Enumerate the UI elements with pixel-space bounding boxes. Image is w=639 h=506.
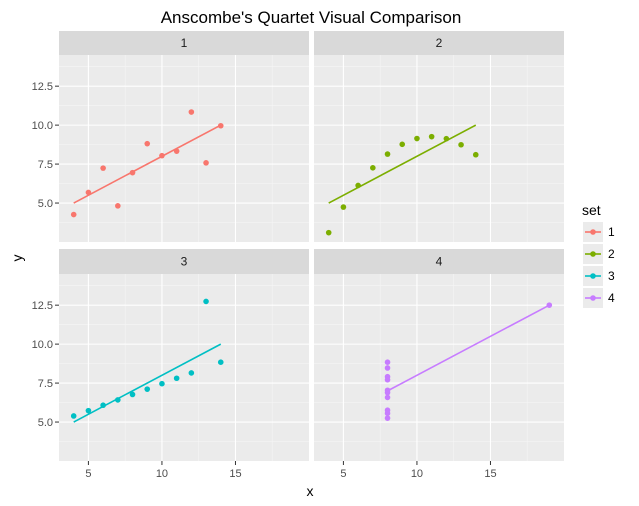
data-point [384,151,391,157]
legend: set 1 2 3 4 [582,202,615,308]
data-point [414,135,420,142]
data-point [428,133,435,140]
data-point [443,135,450,142]
y-tick-label: 12.5 [32,81,53,93]
legend-label-1: 1 [608,225,615,239]
data-point [129,391,136,398]
data-point [100,165,106,171]
y-tick-label: 12.5 [32,300,53,312]
data-point [70,211,77,218]
legend-label-4: 4 [608,291,615,305]
fit-line-4 [387,304,550,392]
data-point [546,302,553,308]
facet-strip-3 [59,249,309,274]
y-tick-label: 5.0 [38,198,53,210]
y-tick-label: 10.0 [32,339,53,351]
facet-strip-label: 3 [181,255,188,269]
data-point [173,375,180,382]
data-point [355,182,361,189]
data-point [384,394,391,401]
data-point [188,370,195,376]
legend-key-point [590,295,596,301]
facet-strip-1 [59,31,309,55]
data-point [325,229,332,236]
data-point [144,386,151,392]
x-tick-label: 15 [229,468,241,480]
facet-strip-2 [314,31,564,55]
y-axis-title: y [9,255,25,262]
data-point [384,373,391,380]
data-point [472,151,479,158]
data-point [100,402,106,409]
data-point [203,160,209,166]
data-point [384,389,391,396]
x-tick-label: 5 [85,468,91,480]
chart-title: Anscombe's Quartet Visual Comparison [161,8,462,27]
panel-background-2 [314,55,564,242]
data-point [129,169,136,176]
data-point [188,109,195,115]
y-tick-label: 7.5 [38,378,53,390]
facet-strip-4 [314,249,564,274]
data-point [399,141,406,148]
data-point [458,141,464,148]
legend-label-2: 2 [608,247,615,261]
legend-title: set [582,202,601,218]
facet-strip-label: 4 [436,255,443,269]
data-point [203,298,209,305]
data-point [173,148,180,154]
data-point [85,189,92,196]
data-point [144,140,151,147]
x-tick-label: 15 [484,468,496,480]
data-point [217,359,224,366]
facet-strip-label: 1 [181,36,188,50]
panel-background-1 [59,55,309,242]
y-tick-label: 10.0 [32,120,53,132]
data-point [340,204,347,210]
x-tick-label: 10 [156,468,168,480]
legend-key-point [590,229,596,235]
x-tick-label: 10 [411,468,423,480]
data-point [159,380,165,387]
fit-line-2 [328,124,477,204]
facet-strip-label: 2 [436,36,443,50]
data-point [115,397,121,403]
data-point [384,410,391,417]
legend-key-point [590,273,596,279]
data-point [159,152,165,159]
y-tick-label: 5.0 [38,417,53,429]
data-point [384,365,391,371]
facet-panels: 1 5.0 7.5 10.0 12.5 2 3 5.0 7.5 10.0 12.5 5 10 15 4 5 10… [32,31,564,480]
panel-background-4 [314,274,564,461]
data-point [384,415,391,421]
data-point [115,203,121,209]
data-point [85,407,92,414]
y-tick-label: 7.5 [38,159,53,171]
x-tick-label: 5 [340,468,346,480]
data-point [70,413,77,419]
data-point [217,122,224,129]
legend-label-3: 3 [608,269,615,283]
panel-background-3 [59,274,309,461]
x-axis-title: x [307,483,314,499]
data-point [370,165,376,171]
data-point [384,359,391,366]
fit-line-3 [73,343,222,423]
legend-key-point [590,251,596,257]
fit-line-1 [73,124,222,204]
